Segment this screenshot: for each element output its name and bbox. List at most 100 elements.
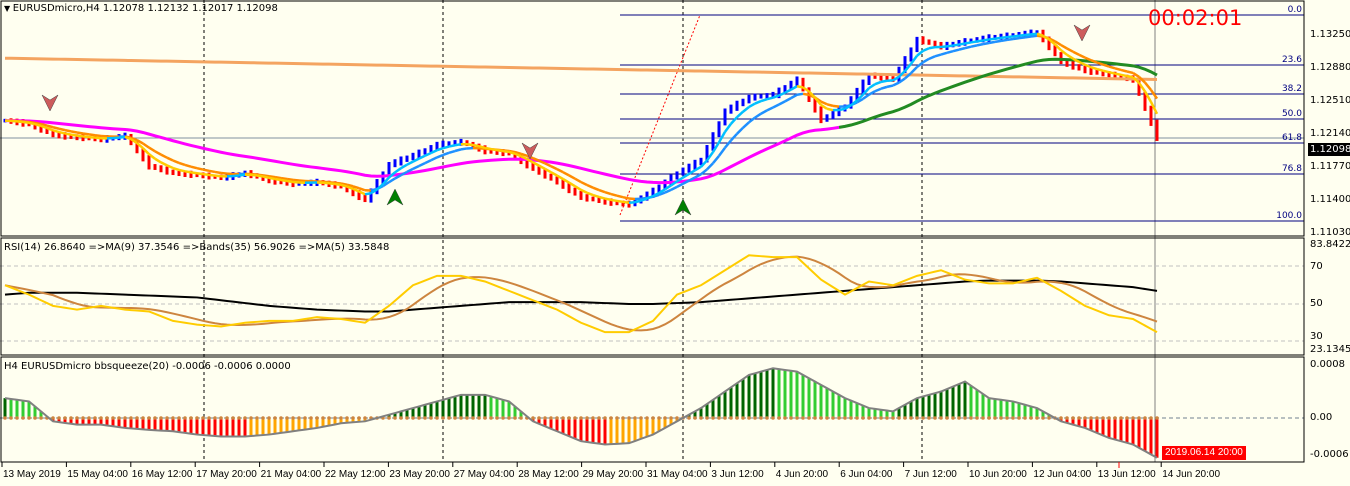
medium-ema-line <box>670 185 678 191</box>
fib-level-label: 38.2 <box>1281 84 1302 94</box>
bar-countdown: 00:02:01 <box>1148 6 1243 30</box>
fast-ema-line <box>1114 72 1122 77</box>
squeeze-dot <box>855 416 859 420</box>
squeeze-dot <box>657 416 661 420</box>
fast-ema-line <box>322 181 330 185</box>
medium-ema-line <box>1138 75 1146 84</box>
price-bar <box>543 169 547 179</box>
price-bar <box>39 123 43 133</box>
squeeze-dot <box>1023 416 1027 420</box>
fib-level-label: 23.6 <box>1281 55 1302 65</box>
fast-ema-line <box>874 80 882 86</box>
fast-ema-line <box>808 90 816 99</box>
fast-ema-line <box>1096 67 1104 72</box>
medium-ema-line <box>538 159 546 165</box>
price-bar <box>153 164 157 170</box>
fast-ema-line <box>178 168 186 173</box>
medium-ema-line <box>970 44 978 48</box>
squeeze-dot <box>789 416 793 420</box>
medium-ema-line <box>862 93 870 100</box>
fibonacci-retracement[interactable] <box>619 14 1304 222</box>
medium-ema-line <box>898 77 906 84</box>
medium-ema-line <box>196 166 204 171</box>
squeeze-dot <box>387 416 391 420</box>
squeeze-dot <box>483 416 487 420</box>
squeeze-dot <box>105 416 109 420</box>
squeeze-dot <box>705 416 709 420</box>
time-axis-label: 6 Jun 04:00 <box>840 469 893 480</box>
medium-ema-line <box>676 182 684 188</box>
price-bar <box>705 145 709 163</box>
fast-ema-line <box>160 161 168 167</box>
medium-ema-line <box>46 124 54 129</box>
price-bar <box>861 79 865 95</box>
medium-ema-line <box>880 85 888 90</box>
medium-ema-line <box>1024 35 1032 39</box>
fast-ema-line <box>723 122 733 133</box>
fast-ema-line <box>82 135 90 139</box>
fast-ema-line <box>784 88 792 94</box>
squeeze-dot <box>741 416 745 420</box>
squeeze-dot <box>249 416 253 420</box>
squeeze-dot <box>1035 416 1039 420</box>
price-bar <box>1065 58 1069 67</box>
squeeze-dot <box>261 416 265 420</box>
price-bar <box>453 140 457 146</box>
price-bar <box>105 135 109 143</box>
squeeze-dot <box>687 416 691 420</box>
medium-ema-line <box>868 90 876 96</box>
medium-ema-line <box>94 133 102 138</box>
fast-ema-line <box>190 171 198 175</box>
fast-ema-line <box>28 121 36 126</box>
squeeze-dot <box>81 416 85 420</box>
fast-ema-line <box>994 36 1002 40</box>
squeeze-dot <box>597 416 601 420</box>
fast-ema-line <box>1042 34 1050 41</box>
squeeze-axis-max: 0.0008 <box>1310 359 1345 370</box>
squeeze-dot <box>1005 416 1009 420</box>
fast-ema-line <box>514 152 522 158</box>
medium-ema-line <box>730 132 738 142</box>
time-axis-label: 16 May 12:00 <box>131 469 193 480</box>
price-bar <box>849 96 853 109</box>
price-bar <box>765 93 769 99</box>
fast-ema-line <box>196 172 204 176</box>
fast-ema-line <box>676 176 684 183</box>
fast-ema-line <box>1137 82 1147 93</box>
medium-ema-line <box>934 53 942 58</box>
fast-ema-line <box>40 124 48 130</box>
squeeze-dot <box>285 416 289 420</box>
fast-ema-line <box>532 161 540 167</box>
squeeze-dot <box>351 416 355 420</box>
price-bar <box>201 172 205 179</box>
squeeze-dot <box>255 416 259 420</box>
fast-ema-line <box>778 91 786 97</box>
price-bar <box>735 100 739 111</box>
price-bar <box>885 75 889 81</box>
squeeze-outline <box>4 367 1158 459</box>
medium-ema-line <box>802 92 810 97</box>
squeeze-dot <box>957 416 961 420</box>
squeeze-dot <box>39 416 43 420</box>
squeeze-dot <box>969 416 973 420</box>
rsi-axis-max: 83.8422 <box>1310 239 1350 250</box>
fast-ema-line <box>868 83 876 90</box>
price-bar <box>387 162 391 176</box>
squeeze-dot <box>885 416 889 420</box>
medium-ema-line <box>598 188 606 194</box>
squeeze-dot <box>1059 416 1063 420</box>
fast-ema-line <box>214 174 222 178</box>
price-bar <box>537 166 541 175</box>
fast-ema-line <box>238 173 246 177</box>
price-bar <box>663 179 667 190</box>
price-bar <box>969 38 973 44</box>
price-bar <box>393 159 397 168</box>
fast-ema-line <box>982 38 990 42</box>
collapse-triangle-icon[interactable]: ▼ <box>4 4 13 13</box>
time-axis-label: 29 May 20:00 <box>582 469 644 480</box>
fast-ema-line <box>766 96 774 101</box>
price-bar <box>1053 45 1057 57</box>
price-bar <box>927 39 931 45</box>
price-bar <box>525 157 529 169</box>
